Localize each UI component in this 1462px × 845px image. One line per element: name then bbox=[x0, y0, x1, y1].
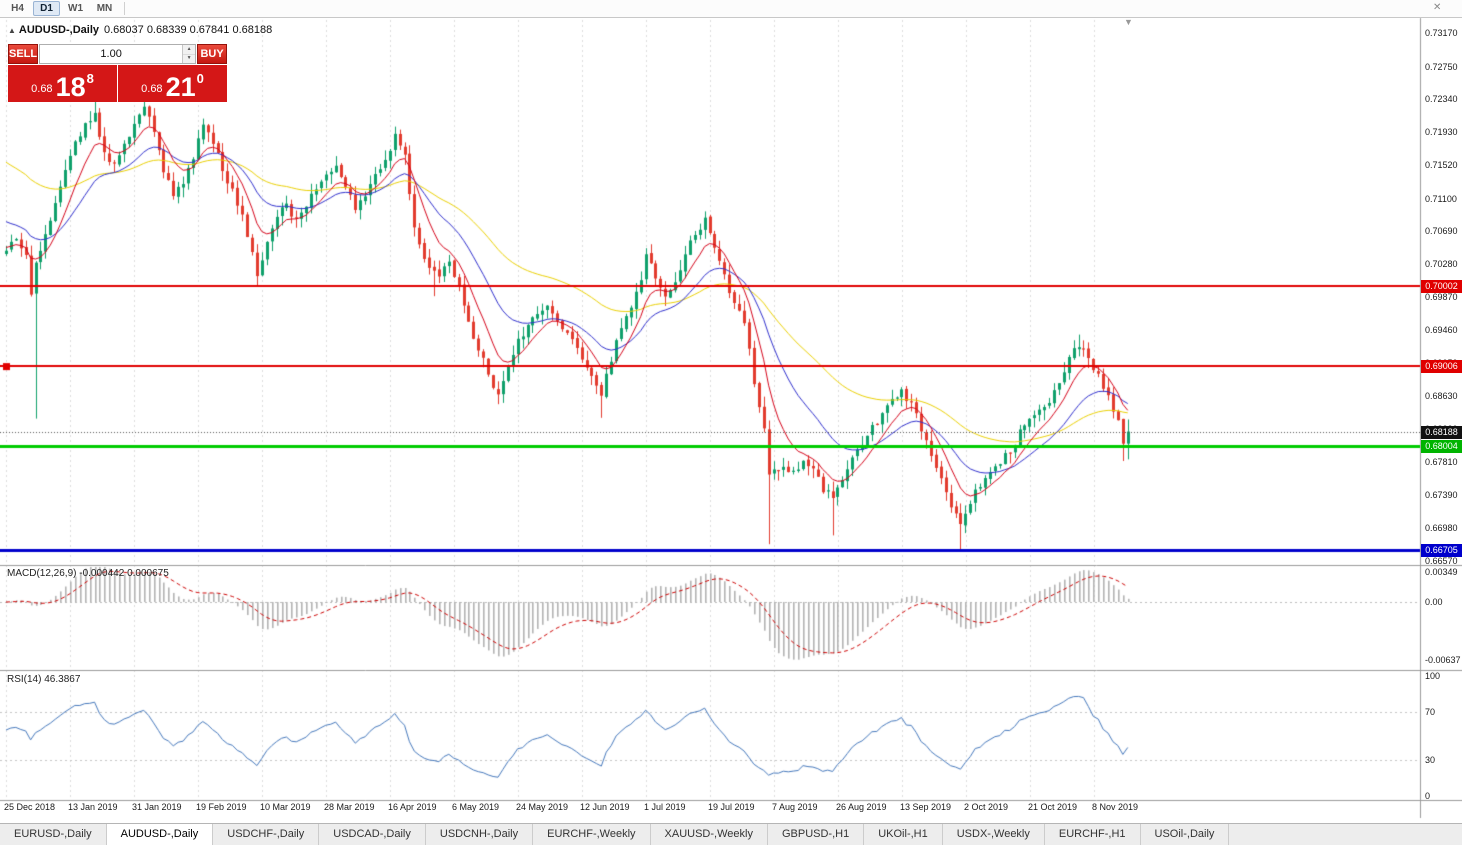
price-badge: 0.70002 bbox=[1421, 280, 1462, 294]
date-axis-label: 10 Mar 2019 bbox=[260, 802, 311, 812]
rsi-axis-label: 100 bbox=[1425, 671, 1441, 681]
rsi-axis-label: 0 bbox=[1425, 791, 1431, 801]
date-axis-label: 16 Apr 2019 bbox=[388, 802, 437, 812]
chart-tab-bar: EURUSD-,Daily AUDUSD-,Daily USDCHF-,Daily U… bbox=[0, 823, 1462, 845]
price-axis-label: 0.68630 bbox=[1425, 391, 1458, 402]
date-axis-label: 8 Nov 2019 bbox=[1092, 802, 1139, 812]
chart-tab[interactable]: USDCNH-,Daily bbox=[426, 824, 534, 845]
timeframe-button-group: H4 D1 W1 MN bbox=[4, 1, 118, 16]
volume-spinner: ▲ ▼ bbox=[182, 45, 196, 63]
sell-price-sup: 8 bbox=[86, 71, 94, 86]
chart-tab[interactable]: USDX-,Weekly bbox=[943, 824, 1045, 845]
price-axis-label: 0.70690 bbox=[1425, 226, 1458, 237]
chart-tab[interactable]: USDCAD-,Daily bbox=[319, 824, 426, 845]
date-axis-label: 21 Oct 2019 bbox=[1028, 802, 1078, 812]
rsi-indicator-label: RSI(14) 46.3867 bbox=[7, 674, 80, 685]
price-axis-label: 0.67390 bbox=[1425, 490, 1458, 501]
close-icon[interactable]: ✕ bbox=[1433, 2, 1442, 13]
price-axis-label: 0.67810 bbox=[1425, 456, 1458, 467]
buy-button[interactable]: BUY bbox=[197, 44, 227, 64]
date-axis-label: 24 May 2019 bbox=[516, 802, 569, 812]
price-axis-label: 0.71930 bbox=[1425, 127, 1458, 138]
volume-field: ▲ ▼ bbox=[39, 44, 197, 64]
chart-tab[interactable]: XAUUSD-,Weekly bbox=[651, 824, 768, 845]
date-axis-label: 7 Aug 2019 bbox=[772, 802, 818, 812]
chart-tab[interactable]: UKOil-,H1 bbox=[864, 824, 943, 845]
buy-price-button[interactable]: 0.68 21 0 bbox=[118, 65, 227, 102]
date-axis-label: 2 Oct 2019 bbox=[964, 802, 1009, 812]
timeframe-button-w1[interactable]: W1 bbox=[62, 1, 89, 16]
buy-price-prefix: 0.68 bbox=[141, 83, 163, 95]
chart-shift-marker-icon: ▼ bbox=[1124, 17, 1133, 27]
sell-price-big: 18 bbox=[55, 72, 86, 103]
date-axis-label: 6 May 2019 bbox=[452, 802, 500, 812]
chart-tab[interactable]: EURCHF-,Weekly bbox=[533, 824, 651, 845]
date-axis-label: 26 Aug 2019 bbox=[836, 802, 887, 812]
price-badge: 0.69006 bbox=[1421, 360, 1462, 374]
volume-up-button[interactable]: ▲ bbox=[183, 45, 196, 55]
price-badge: 0.68004 bbox=[1421, 440, 1462, 454]
macd-axis-label: -0.00637 bbox=[1425, 655, 1461, 666]
date-axis-label: 28 Mar 2019 bbox=[324, 802, 375, 812]
sell-button[interactable]: SELL bbox=[8, 44, 39, 64]
price-axis-label: 0.71520 bbox=[1425, 160, 1458, 170]
price-axis-label: 0.71100 bbox=[1425, 193, 1457, 204]
timeframe-button-mn[interactable]: MN bbox=[91, 1, 118, 16]
chart-tab[interactable]: EURCHF-,H1 bbox=[1045, 824, 1141, 845]
chart-tab[interactable]: AUDUSD-,Daily bbox=[106, 824, 214, 845]
chart-tab[interactable]: USOil-,Daily bbox=[1141, 824, 1230, 845]
chart-symbol-label: AUDUSD-,Daily bbox=[18, 24, 99, 36]
date-axis-label: 19 Jul 2019 bbox=[708, 802, 755, 812]
sell-price-prefix: 0.68 bbox=[31, 83, 53, 95]
top-toolbar: H4 D1 W1 MN bbox=[0, 0, 1462, 18]
date-axis-label: 1 Jul 2019 bbox=[644, 802, 686, 812]
price-axis-label: 0.69870 bbox=[1425, 292, 1458, 302]
price-axis-label: 0.66980 bbox=[1425, 523, 1458, 534]
chart-tab[interactable]: GBPUSD-,H1 bbox=[768, 824, 865, 845]
volume-input[interactable] bbox=[40, 45, 183, 63]
macd-axis-label: 0.00349 bbox=[1425, 567, 1458, 577]
buy-price-sup: 0 bbox=[196, 71, 204, 86]
chart-header: ▲ AUDUSD-,Daily 0.68037 0.68339 0.67841 0.… bbox=[8, 24, 272, 36]
price-axis-label: 0.73170 bbox=[1425, 28, 1458, 38]
toolbar-separator bbox=[124, 2, 125, 15]
price-axis-label: 0.70280 bbox=[1425, 259, 1458, 270]
timeframe-button-d1[interactable]: D1 bbox=[33, 1, 60, 16]
price-badge: 0.66705 bbox=[1421, 544, 1462, 558]
rsi-axis-label: 70 bbox=[1425, 707, 1436, 717]
timeframe-button-h4[interactable]: H4 bbox=[4, 1, 31, 16]
chart-tab[interactable]: USDCHF-,Daily bbox=[213, 824, 320, 845]
price-axis-label: 0.66570 bbox=[1425, 556, 1458, 566]
chart-tab[interactable]: EURUSD-,Daily bbox=[0, 824, 107, 845]
price-axis-label: 0.69460 bbox=[1425, 324, 1458, 335]
volume-down-button[interactable]: ▼ bbox=[183, 54, 196, 63]
macd-indicator-label: MACD(12,26,9) -0.000442 0.000675 bbox=[7, 568, 169, 579]
date-axis-label: 13 Sep 2019 bbox=[900, 802, 952, 812]
one-click-toggle-icon[interactable]: ▲ bbox=[8, 26, 16, 35]
buy-price-big: 21 bbox=[165, 72, 196, 103]
macd-axis-label: 0.00 bbox=[1425, 597, 1443, 607]
chart-ohlc-values: 0.68037 0.68339 0.67841 0.68188 bbox=[104, 24, 273, 36]
price-axis-label: 0.72340 bbox=[1425, 94, 1458, 105]
date-axis-label: 25 Dec 2018 bbox=[4, 802, 56, 812]
rsi-label-text: RSI(14) 46.3867 bbox=[7, 674, 81, 685]
date-axis-label: 19 Feb 2019 bbox=[196, 802, 247, 812]
date-axis-label: 31 Jan 2019 bbox=[132, 802, 182, 812]
price-badge: 0.68188 bbox=[1421, 425, 1462, 439]
price-axis-label: 0.72750 bbox=[1425, 61, 1458, 72]
macd-label-text: MACD(12,26,9) bbox=[7, 568, 77, 579]
date-axis-label: 13 Jan 2019 bbox=[68, 802, 118, 812]
macd-label-values: -0.000442 0.000675 bbox=[79, 568, 169, 579]
sell-price-button[interactable]: 0.68 18 8 bbox=[8, 65, 117, 102]
date-axis-label: 12 Jun 2019 bbox=[580, 802, 630, 812]
rsi-axis-label: 30 bbox=[1425, 755, 1436, 765]
